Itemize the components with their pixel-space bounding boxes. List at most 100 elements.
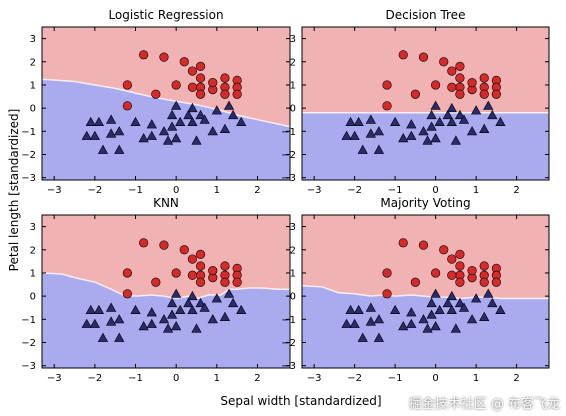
point-class-1 [195, 261, 206, 271]
point-class-1 [195, 89, 206, 99]
x-tick-label: −3 [307, 373, 322, 384]
point-class-1 [179, 57, 189, 67]
y-tick-label: 2 [290, 57, 296, 68]
point-class-0 [365, 302, 376, 312]
point-class-1 [187, 82, 198, 92]
point-class-1 [382, 80, 392, 90]
point-class-0 [341, 318, 352, 328]
y-tick-label: 3 [290, 34, 296, 45]
point-class-0 [171, 100, 182, 110]
point-class-1 [220, 89, 230, 99]
point-class-1 [122, 289, 132, 299]
point-class-1 [382, 101, 392, 111]
point-class-1 [491, 277, 501, 287]
point-class-1 [122, 101, 132, 111]
point-class-0 [373, 332, 385, 342]
y-tick-label: −1 [281, 315, 296, 326]
x-tick-label: −1 [128, 185, 143, 196]
axes-frame [301, 26, 550, 181]
y-tick-label: 1 [290, 268, 296, 279]
point-class-0 [471, 293, 482, 303]
point-class-0 [390, 116, 401, 127]
point-class-1 [439, 245, 449, 255]
point-class-0 [207, 314, 218, 324]
point-class-0 [114, 144, 125, 154]
point-class-0 [345, 304, 356, 315]
x-tick-label: −2 [347, 185, 362, 196]
y-axis-label: Petal length [standardized] [7, 109, 21, 272]
point-class-1 [479, 277, 489, 287]
point-class-1 [232, 89, 242, 99]
x-tick-label: −1 [128, 373, 143, 384]
region-class-1 [302, 215, 549, 299]
point-class-0 [406, 130, 417, 140]
decision-boundary [42, 272, 290, 300]
point-class-0 [223, 288, 235, 298]
x-tick-label: 0 [173, 373, 179, 384]
point-class-0 [114, 332, 125, 342]
point-class-1 [171, 80, 181, 90]
point-class-1 [418, 240, 429, 250]
point-class-0 [166, 121, 178, 131]
point-class-1 [455, 89, 465, 99]
point-class-1 [431, 268, 441, 278]
point-class-1 [447, 82, 457, 92]
point-class-1 [179, 245, 189, 255]
point-class-1 [187, 270, 198, 280]
point-class-1 [447, 66, 457, 76]
point-class-1 [195, 73, 206, 83]
point-class-0 [446, 102, 457, 113]
y-tick-label: 0 [30, 104, 36, 115]
point-class-0 [450, 323, 461, 333]
point-class-0 [207, 126, 218, 136]
point-class-0 [479, 311, 490, 321]
y-tick-label: −3 [21, 173, 36, 184]
point-class-0 [349, 318, 360, 328]
point-class-0 [166, 309, 178, 319]
point-class-0 [158, 314, 170, 324]
decision-boundary [42, 78, 290, 128]
point-class-0 [418, 126, 429, 136]
x-tick-label: 0 [432, 185, 438, 196]
point-class-0 [219, 123, 231, 133]
point-class-0 [446, 290, 457, 301]
point-class-0 [195, 109, 206, 120]
x-tick-label: 1 [214, 373, 220, 384]
point-class-0 [357, 332, 368, 342]
point-class-0 [97, 144, 109, 154]
point-class-0 [114, 314, 125, 324]
y-tick-label: −1 [281, 127, 296, 138]
point-class-1 [159, 240, 169, 250]
point-class-1 [479, 89, 489, 99]
point-class-0 [162, 323, 174, 333]
point-class-0 [85, 116, 96, 127]
point-class-1 [208, 78, 218, 88]
point-class-0 [166, 109, 178, 120]
panel-2: −3 −2 −1 0 1 2 3 −3 −2 −1 0 1 2 KNN [21, 196, 291, 384]
point-class-0 [365, 114, 376, 124]
point-class-0 [130, 304, 141, 315]
point-class-0 [106, 128, 117, 138]
x-tick-label: −1 [388, 185, 403, 196]
point-class-1 [195, 61, 206, 72]
point-class-1 [232, 277, 242, 287]
point-class-0 [93, 116, 105, 127]
y-tick-label: −3 [281, 173, 296, 184]
x-tick-label: −3 [47, 185, 62, 196]
point-class-1 [491, 89, 501, 99]
axes-frame [41, 214, 291, 369]
region-class-1 [302, 27, 549, 113]
point-class-0 [426, 109, 437, 120]
point-class-1 [151, 89, 161, 99]
point-class-0 [471, 105, 482, 115]
point-class-0 [353, 116, 364, 127]
x-tick-label: −2 [87, 373, 102, 384]
x-tick-label: −3 [47, 373, 62, 384]
point-class-0 [450, 135, 461, 145]
point-class-1 [410, 89, 420, 99]
panel-1: −3 −2 −1 0 1 2 3 −3 −2 −1 0 1 2 Decision Tree [281, 8, 550, 196]
point-class-0 [81, 318, 92, 328]
point-class-0 [93, 304, 105, 315]
point-class-0 [171, 288, 182, 298]
